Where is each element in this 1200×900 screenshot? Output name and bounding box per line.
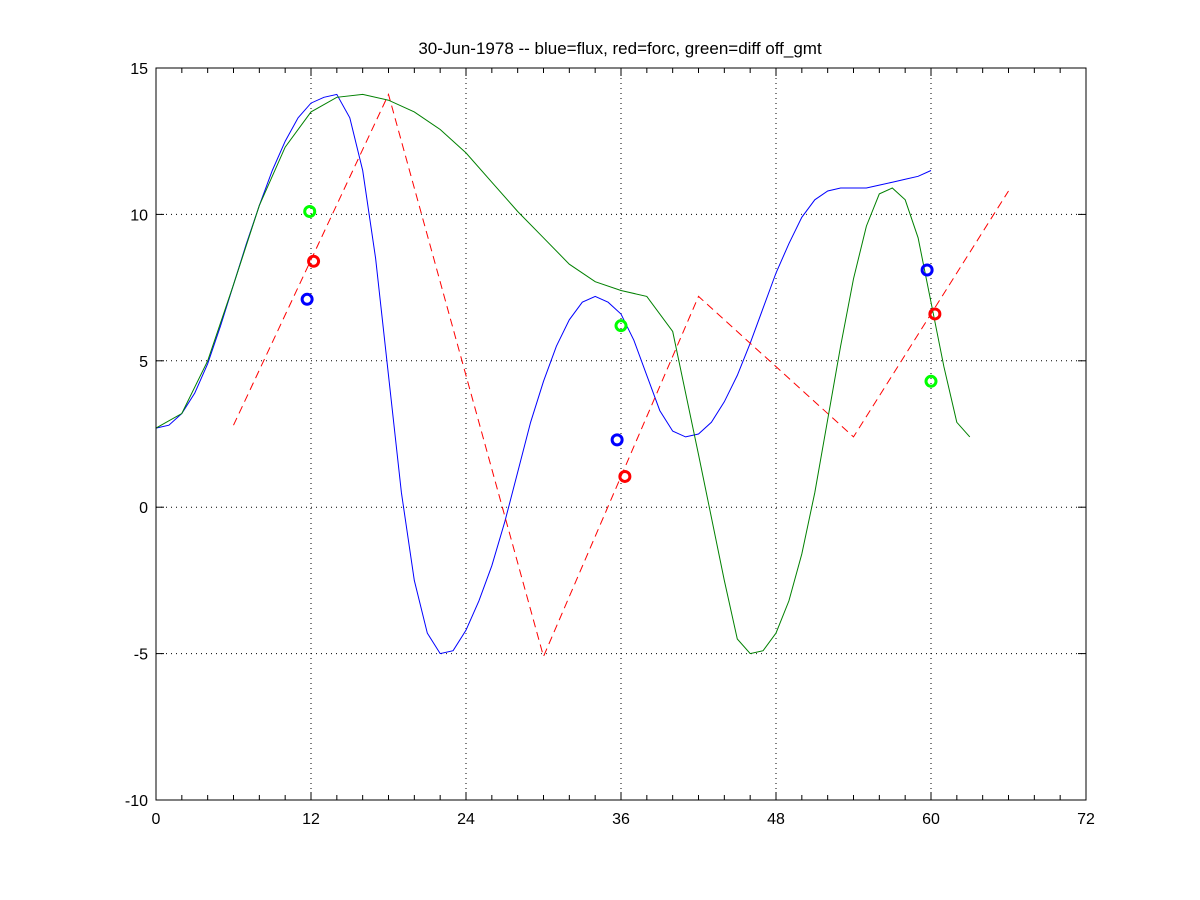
- grid-lines: [156, 68, 1086, 800]
- marker-point: [307, 254, 321, 268]
- y-tick-label: 15: [130, 61, 148, 78]
- y-tick-label: 10: [130, 207, 148, 224]
- y-tick-label: -10: [125, 793, 148, 810]
- x-tick-label: 0: [152, 811, 161, 828]
- x-tick-label: 24: [457, 811, 475, 828]
- x-tick-label: 48: [767, 811, 785, 828]
- marker-point: [303, 204, 317, 218]
- series-line-3: [155, 93, 971, 655]
- series-lines: [155, 92, 1009, 659]
- marker-point: [920, 263, 934, 277]
- x-tick-label: 36: [612, 811, 630, 828]
- chart-title: 30-Jun-1978 -- blue=flux, red=forc, gree…: [418, 39, 822, 58]
- y-tick-label: 0: [139, 500, 148, 517]
- marker-points: [300, 204, 942, 483]
- y-tick-label: -5: [134, 647, 148, 664]
- axis-ticks: 0 12 24 36 48 60 72 -10 -5 0 5 10 15: [125, 61, 1095, 828]
- x-tick-label: 12: [302, 811, 320, 828]
- x-tick-label: 72: [1077, 811, 1095, 828]
- marker-point: [928, 307, 942, 321]
- y-tick-label: 5: [139, 354, 148, 371]
- series-line-1: [155, 93, 932, 655]
- marker-point: [618, 469, 632, 483]
- marker-point: [924, 374, 938, 388]
- marker-point: [614, 319, 628, 333]
- x-tick-label: 60: [922, 811, 940, 828]
- marker-point: [300, 292, 314, 306]
- marker-point: [610, 433, 624, 447]
